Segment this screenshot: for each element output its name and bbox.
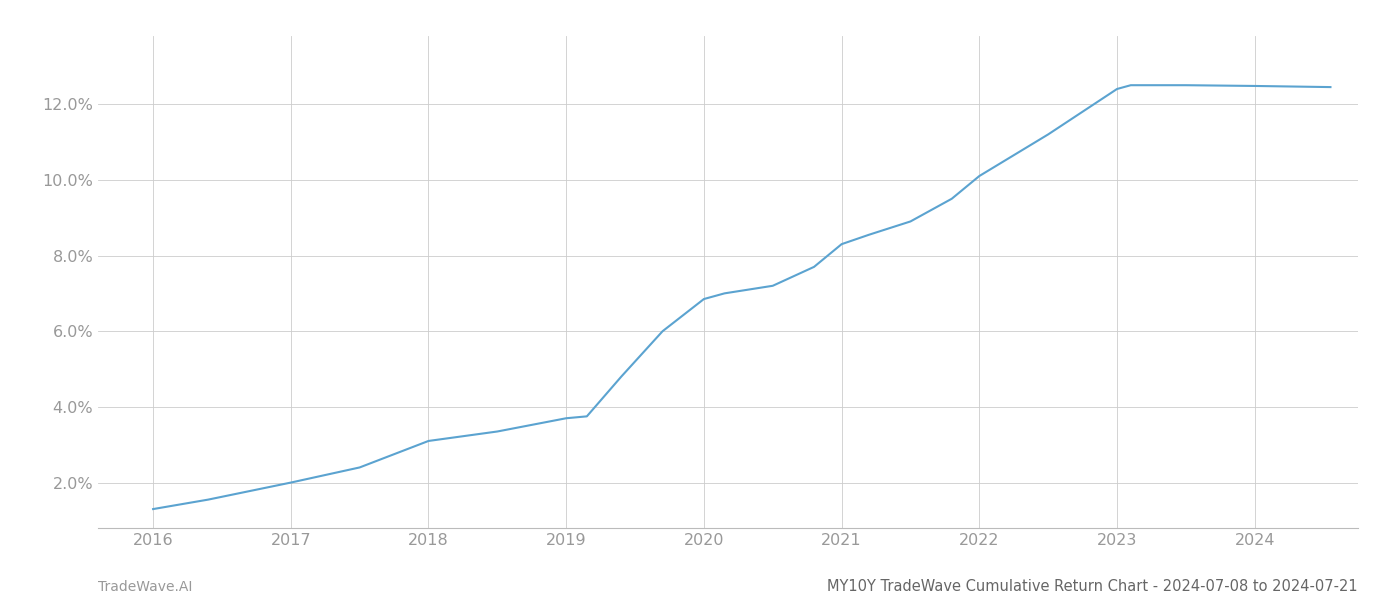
Text: TradeWave.AI: TradeWave.AI [98, 580, 192, 594]
Text: MY10Y TradeWave Cumulative Return Chart - 2024-07-08 to 2024-07-21: MY10Y TradeWave Cumulative Return Chart … [827, 579, 1358, 594]
